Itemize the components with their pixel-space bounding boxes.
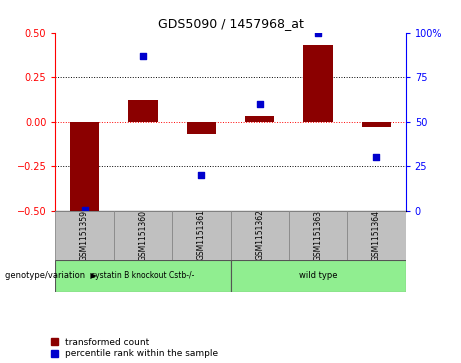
Point xyxy=(314,30,322,36)
Point xyxy=(256,101,263,107)
Bar xyxy=(55,211,114,260)
Point xyxy=(139,53,147,59)
Text: GSM1151364: GSM1151364 xyxy=(372,209,381,261)
Bar xyxy=(55,260,230,292)
Bar xyxy=(362,122,391,127)
Text: wild type: wild type xyxy=(299,272,337,280)
Text: GSM1151359: GSM1151359 xyxy=(80,209,89,261)
Bar xyxy=(70,122,99,211)
Text: GSM1151362: GSM1151362 xyxy=(255,209,264,261)
Bar xyxy=(289,211,347,260)
Bar xyxy=(347,211,406,260)
Legend: transformed count, percentile rank within the sample: transformed count, percentile rank withi… xyxy=(51,338,218,359)
Point xyxy=(198,172,205,178)
Text: cystatin B knockout Cstb-/-: cystatin B knockout Cstb-/- xyxy=(91,272,195,280)
Bar xyxy=(128,100,158,122)
Bar xyxy=(172,211,230,260)
Text: GSM1151363: GSM1151363 xyxy=(313,209,323,261)
Text: genotype/variation  ▶: genotype/variation ▶ xyxy=(5,272,96,280)
Text: GSM1151360: GSM1151360 xyxy=(138,209,148,261)
Title: GDS5090 / 1457968_at: GDS5090 / 1457968_at xyxy=(158,17,303,30)
Bar xyxy=(245,116,274,122)
Bar xyxy=(114,211,172,260)
Bar xyxy=(303,45,333,122)
Bar xyxy=(187,122,216,134)
Point xyxy=(81,207,88,213)
Point xyxy=(373,154,380,160)
Bar xyxy=(230,211,289,260)
Bar xyxy=(230,260,406,292)
Text: GSM1151361: GSM1151361 xyxy=(197,209,206,261)
